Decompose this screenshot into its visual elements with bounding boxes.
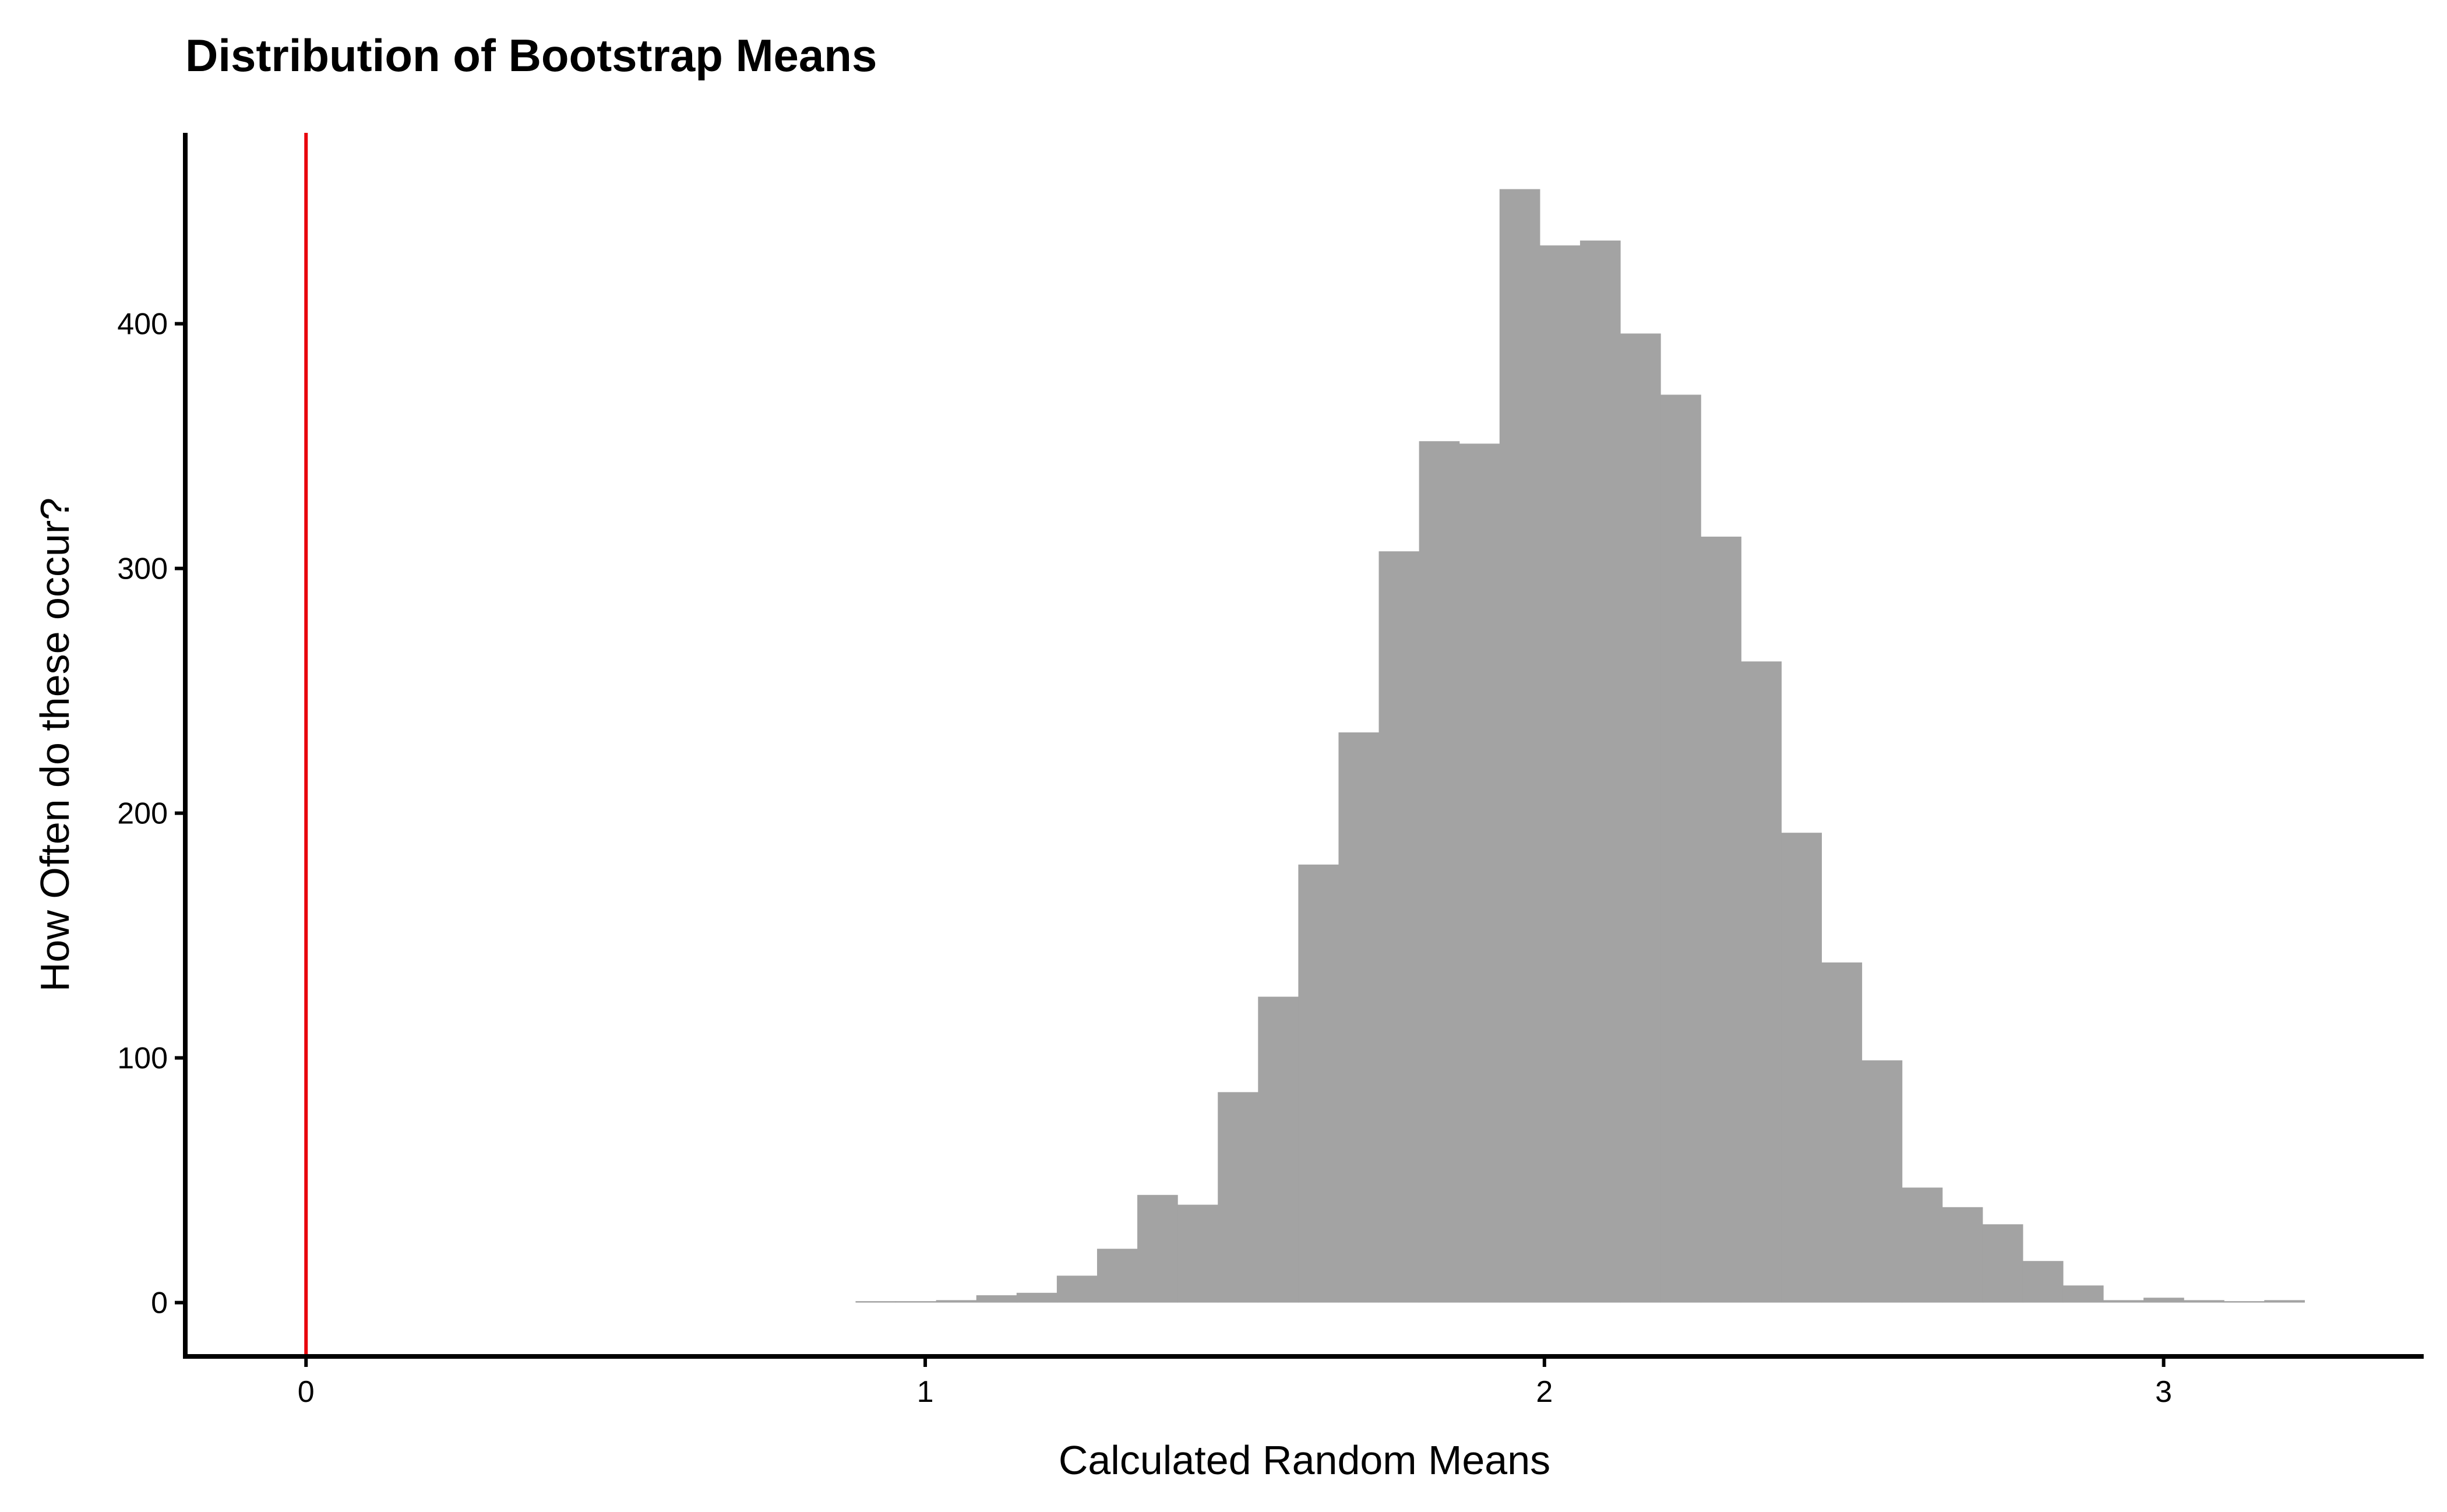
histogram-bar <box>2224 1301 2265 1303</box>
y-tick-label: 300 <box>117 552 168 586</box>
histogram-bar <box>1539 245 1581 1303</box>
histogram-bar <box>1378 551 1420 1303</box>
x-tick-label: 3 <box>2155 1375 2172 1409</box>
histogram-bar <box>1982 1224 2023 1303</box>
histogram-bar <box>1660 394 1701 1303</box>
histogram-bar <box>2062 1285 2104 1303</box>
histogram-bar <box>2184 1300 2224 1303</box>
y-tick-label: 0 <box>151 1287 168 1320</box>
histogram-bars <box>855 189 2305 1303</box>
histogram-bar <box>1701 537 1741 1303</box>
histogram-bar <box>1459 443 1500 1303</box>
histogram-bar <box>2103 1300 2144 1303</box>
y-tick-label: 100 <box>117 1042 168 1076</box>
histogram-bar <box>1338 732 1380 1303</box>
y-axis-ticks: 0 100 200 300 400 <box>117 308 185 1320</box>
chart-title: Distribution of Bootstrap Means <box>185 30 877 81</box>
histogram-bar <box>1218 1092 1258 1303</box>
histogram-bar <box>976 1295 1017 1303</box>
histogram-bar <box>1821 962 1863 1303</box>
histogram-bar <box>1942 1207 1983 1303</box>
y-axis-title: How Often do these occur? <box>32 498 77 992</box>
histogram-bar <box>2022 1261 2064 1303</box>
histogram-bar <box>1620 333 1661 1303</box>
histogram-bar <box>1419 441 1460 1303</box>
histogram-bar <box>1298 864 1339 1303</box>
histogram-bar <box>936 1300 977 1303</box>
histogram-bar <box>1137 1194 1178 1303</box>
histogram-bar <box>1781 833 1822 1303</box>
histogram-bar <box>1902 1187 1943 1303</box>
y-tick-label: 200 <box>117 797 168 831</box>
histogram-bar <box>1499 189 1540 1303</box>
y-tick-label: 400 <box>117 308 168 341</box>
histogram-bar <box>1258 996 1299 1303</box>
histogram-bar <box>1016 1292 1057 1303</box>
histogram-bar <box>1579 240 1621 1303</box>
x-axis-title: Calculated Random Means <box>1059 1437 1550 1483</box>
histogram-bar <box>855 1301 897 1303</box>
histogram-bar <box>2264 1300 2305 1303</box>
histogram-bar <box>895 1301 937 1303</box>
histogram-bar <box>1741 661 1782 1303</box>
histogram-bar <box>1861 1060 1903 1303</box>
x-axis-ticks: 0 1 2 3 <box>298 1356 2172 1409</box>
histogram-bar <box>2143 1298 2184 1303</box>
histogram-bar <box>1096 1249 1138 1303</box>
axes <box>183 133 2424 1359</box>
histogram-bar <box>1056 1275 1098 1303</box>
x-tick-label: 2 <box>1536 1375 1553 1409</box>
histogram-bar <box>1177 1204 1218 1303</box>
x-tick-label: 0 <box>298 1375 315 1409</box>
x-tick-label: 1 <box>917 1375 934 1409</box>
